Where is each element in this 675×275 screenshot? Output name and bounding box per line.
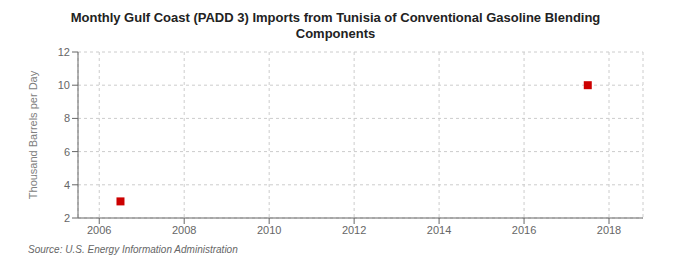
svg-text:10: 10 [58, 79, 70, 91]
svg-text:4: 4 [64, 179, 70, 191]
svg-text:2: 2 [64, 212, 70, 224]
svg-text:2018: 2018 [597, 224, 621, 236]
svg-text:2014: 2014 [427, 224, 451, 236]
html-text:Components: Components [295, 26, 376, 41]
svg-text:6: 6 [64, 146, 70, 158]
svg-text:Thousand Barrels per Day: Thousand Barrels per Day [27, 70, 39, 199]
html-text:Monthly Gulf Coast (PADD 3) Im: Monthly Gulf Coast (PADD 3) Imports from… [70, 10, 601, 25]
svg-text:2010: 2010 [257, 224, 281, 236]
svg-text:2008: 2008 [172, 224, 196, 236]
html-text:Source: U.S. Energy Informatio: Source: U.S. Energy Information Administ… [28, 244, 238, 255]
svg-text:2006: 2006 [87, 224, 111, 236]
svg-text:12: 12 [58, 46, 70, 58]
svg-text:2012: 2012 [342, 224, 366, 236]
svg-text:2016: 2016 [512, 224, 536, 236]
svg-text:8: 8 [64, 112, 70, 124]
